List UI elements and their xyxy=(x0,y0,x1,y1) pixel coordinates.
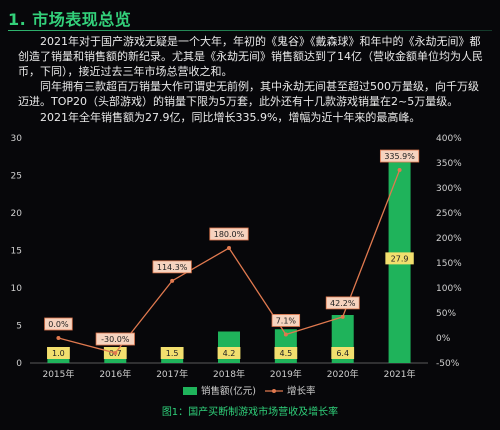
bar-value-label: 1.5 xyxy=(166,349,179,358)
bar-value-label-box xyxy=(160,347,184,359)
x-tick-label: 2017年 xyxy=(156,368,188,380)
growth-label: 335.9% xyxy=(384,152,415,161)
growth-label-box xyxy=(44,317,73,331)
paragraph-3: 2021年全年销售额为27.9亿，同比增长335.9%，增幅为近十年来的最高峰。 xyxy=(40,111,421,124)
y-left-tick-label: 25 xyxy=(11,172,22,182)
x-tick-label: 2021年 xyxy=(384,368,416,380)
header-divider xyxy=(8,30,492,31)
y-right-tick-label: 350% xyxy=(436,159,462,169)
y-right-tick-label: 400% xyxy=(436,134,462,144)
y-right-tick-label: 300% xyxy=(436,184,462,194)
bar-value-label-box xyxy=(217,347,241,359)
bar-value-label-box xyxy=(331,347,355,359)
bar-value-label: 6.4 xyxy=(336,349,349,358)
y-right-tick-label: 100% xyxy=(436,284,462,294)
bar-value-label: 4.5 xyxy=(279,349,292,358)
y-right-tick-label: 50% xyxy=(436,309,456,319)
section-title: 1. 市场表现总览 xyxy=(8,10,132,29)
legend-line-marker xyxy=(272,389,276,393)
bar-value-label-box xyxy=(385,252,414,265)
x-tick-label: 2020年 xyxy=(327,368,359,380)
bar-value-label: 1.0 xyxy=(52,349,65,358)
bar xyxy=(47,355,70,363)
growth-label-box xyxy=(379,149,420,163)
growth-label: 180.0% xyxy=(214,230,245,239)
legend-bar-label: 销售额(亿元) xyxy=(201,385,256,397)
growth-label: 114.3% xyxy=(157,263,188,272)
paragraph-1: 2021年对于国产游戏无疑是一个大年，年初的《鬼谷》《戴森球》和年中的《永劫无间… xyxy=(18,35,483,78)
y-left-tick-label: 0 xyxy=(16,359,22,369)
growth-label: 42.2% xyxy=(330,299,356,308)
bar-value-label-box xyxy=(274,347,298,359)
growth-label: 7.1% xyxy=(276,316,297,325)
growth-label-box xyxy=(325,296,360,310)
growth-point xyxy=(227,246,231,250)
chart-caption: 图1：国产买断制游戏市场营收及增长率 xyxy=(162,405,338,418)
growth-label: 0.0% xyxy=(48,320,69,329)
y-left-tick-label: 5 xyxy=(16,322,22,332)
bar-value-label: 27.9 xyxy=(391,254,409,263)
growth-point xyxy=(340,314,345,319)
bar-value-label: 4.2 xyxy=(223,349,236,358)
growth-point xyxy=(397,168,402,173)
bar xyxy=(104,357,127,363)
y-right-tick-label: 200% xyxy=(436,234,462,244)
y-left-tick-label: 10 xyxy=(11,284,23,294)
y-left-tick-label: 15 xyxy=(11,247,22,257)
paragraph-2: 同年拥有三款超百万销量大作可谓史无前例，其中永劫无间甚至超过500万量级，向千万… xyxy=(18,80,479,108)
x-tick-label: 2018年 xyxy=(213,368,245,380)
legend-bar-swatch xyxy=(183,387,197,395)
x-tick-label: 2016年 xyxy=(99,368,131,380)
growth-label: -30.0% xyxy=(101,335,130,344)
x-tick-label: 2015年 xyxy=(42,368,74,380)
growth-point xyxy=(170,278,175,283)
bar-value-label-box xyxy=(47,347,70,359)
y-right-tick-label: 0% xyxy=(436,334,451,344)
y-right-tick-label: 250% xyxy=(436,209,462,219)
y-left-tick-label: 30 xyxy=(11,134,23,144)
growth-label-box xyxy=(271,314,301,327)
y-right-tick-label: 150% xyxy=(436,259,462,269)
y-right-tick-label: -50% xyxy=(436,359,460,369)
growth-label-box xyxy=(95,332,135,346)
y-left-tick-label: 20 xyxy=(11,209,23,219)
growth-point xyxy=(56,336,61,340)
growth-label-box xyxy=(209,227,249,241)
intro-text: 2021年对于国产游戏无疑是一个大年，年初的《鬼谷》《戴森球》和年中的《永劫无间… xyxy=(18,34,488,125)
growth-point xyxy=(283,332,288,337)
growth-point xyxy=(113,351,118,355)
legend-line-label: 增长率 xyxy=(287,385,316,397)
growth-label-box xyxy=(152,260,192,274)
section-header: 1. 市场表现总览 xyxy=(0,4,500,31)
x-tick-label: 2019年 xyxy=(270,368,302,380)
